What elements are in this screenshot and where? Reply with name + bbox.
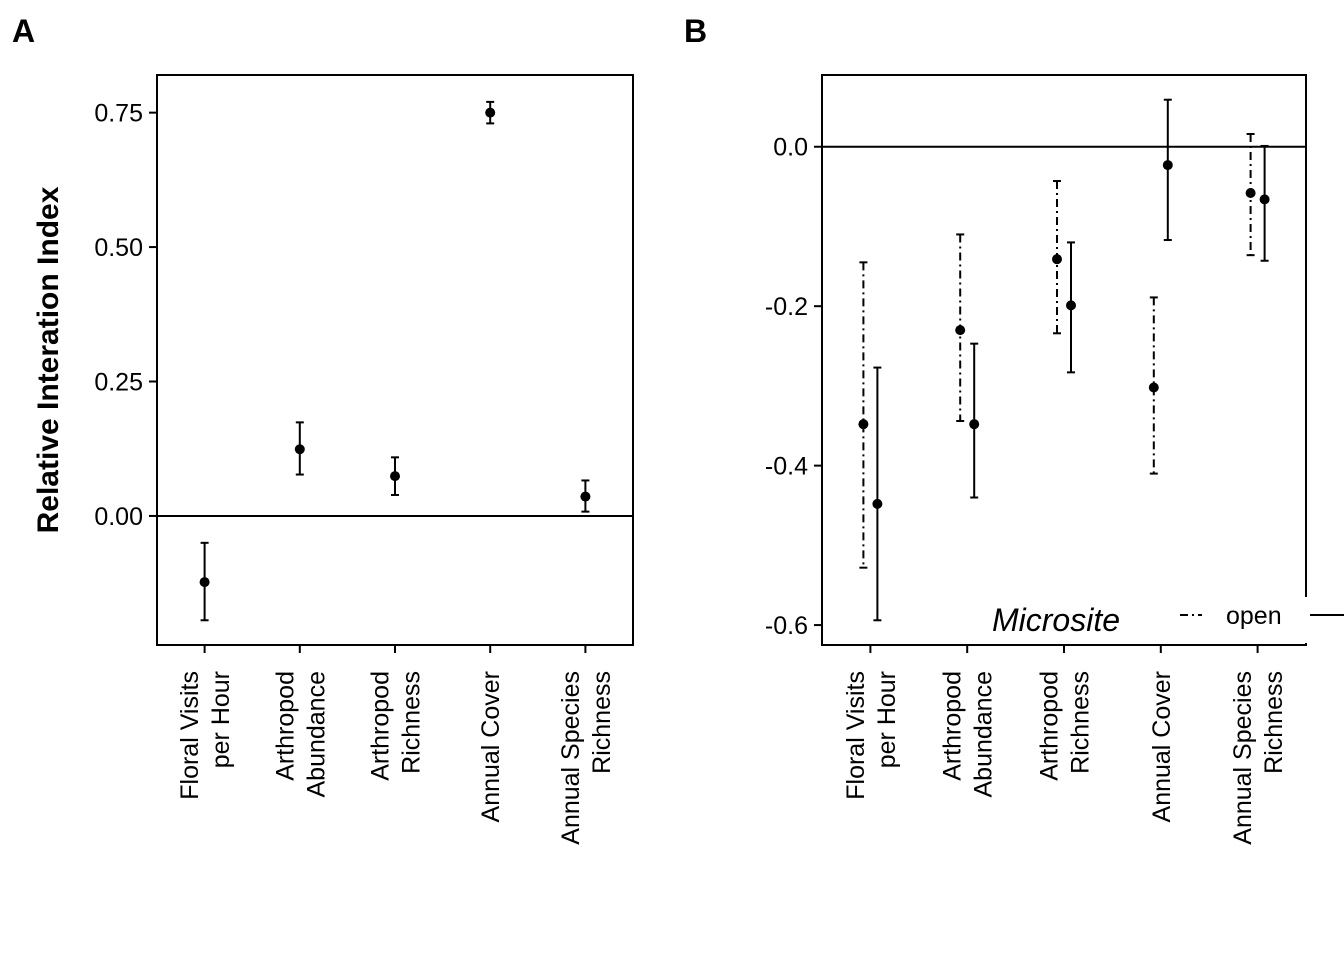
panel-a-category-label: Floral Visits (176, 671, 204, 800)
panel-b-category-label: Annual Species (1229, 671, 1257, 845)
panel-a-category-label: Annual Cover (477, 671, 505, 822)
panel-a-label: A (12, 13, 35, 49)
panel-b-data-point (1148, 382, 1159, 393)
panel-b-data-point (1162, 160, 1173, 171)
panel-b-y-tick-label: -0.6 (765, 612, 808, 640)
panel-a-category-label: Richness (398, 671, 426, 774)
panel-b-category-label: Floral Visits (842, 671, 870, 800)
legend: Microsite open (982, 597, 1344, 643)
panel-a-data-point (199, 577, 210, 588)
panel-b-data-point (1259, 194, 1270, 205)
panel-b-category-label: Arthropod (1036, 671, 1064, 781)
panel-a-data-point (485, 107, 496, 118)
panel-a-data-point (580, 491, 591, 502)
panel-b-data-point (1245, 187, 1256, 198)
panel-b-data-point (969, 419, 980, 430)
panel-a-data-point (294, 444, 305, 455)
panel-b-category-label: Richness (1067, 671, 1095, 774)
panel-a-data-point (390, 471, 400, 482)
panel-b-y-tick-label: -0.4 (765, 453, 808, 481)
panel-b-category-label: per Hour (873, 671, 901, 768)
legend-background (982, 597, 1344, 643)
panel-a-category-label: Abundance (302, 671, 330, 798)
legend-label-open: open (1226, 602, 1282, 630)
panel-b-category-label: Annual Cover (1148, 671, 1176, 822)
panel-b-category-label: Arthropod (939, 671, 967, 781)
panel-a-y-tick-label: 0.00 (94, 503, 143, 531)
panel-a-y-tick-label: 0.50 (94, 234, 143, 262)
panel-a-plot: 0.00 0.25 0.50 0.75 Floral Visits per Hour Art… (94, 74, 634, 845)
panel-a-category-label: Arthropod (271, 671, 299, 781)
panel-a-y-axis-label: Relative Interation Index (32, 186, 65, 533)
panel-b-data-point (872, 498, 883, 509)
panel-b-plot: -0.6 -0.4 -0.2 0.0 Floral Visits per Hour Arth… (765, 74, 1307, 845)
panel-a-y-tick-label: 0.25 (94, 369, 143, 397)
panel-b-y-tick-label: -0.2 (765, 293, 808, 321)
panel-b-category-label: Abundance (970, 671, 998, 798)
panel-a-category-label: Arthropod (367, 671, 395, 781)
panel-a-frame (156, 74, 634, 646)
panel-b-y-tick-label: 0.0 (773, 134, 808, 162)
panel-b-label: B (684, 13, 707, 49)
panel-b-data-point (1052, 254, 1062, 265)
panel-a-category-label: Richness (588, 671, 616, 774)
panel-b-frame (821, 74, 1307, 646)
legend-title: Microsite (992, 602, 1120, 638)
panel-a-y-tick-label: 0.75 (94, 100, 143, 128)
panel-b-data-point (1066, 300, 1076, 311)
panel-b-category-label: Richness (1260, 671, 1288, 774)
panel-a-category-label: Annual Species (557, 671, 585, 845)
panel-b-data-point (955, 325, 966, 336)
panel-b-data-point (858, 419, 869, 430)
panel-a-category-label: per Hour (207, 671, 235, 768)
